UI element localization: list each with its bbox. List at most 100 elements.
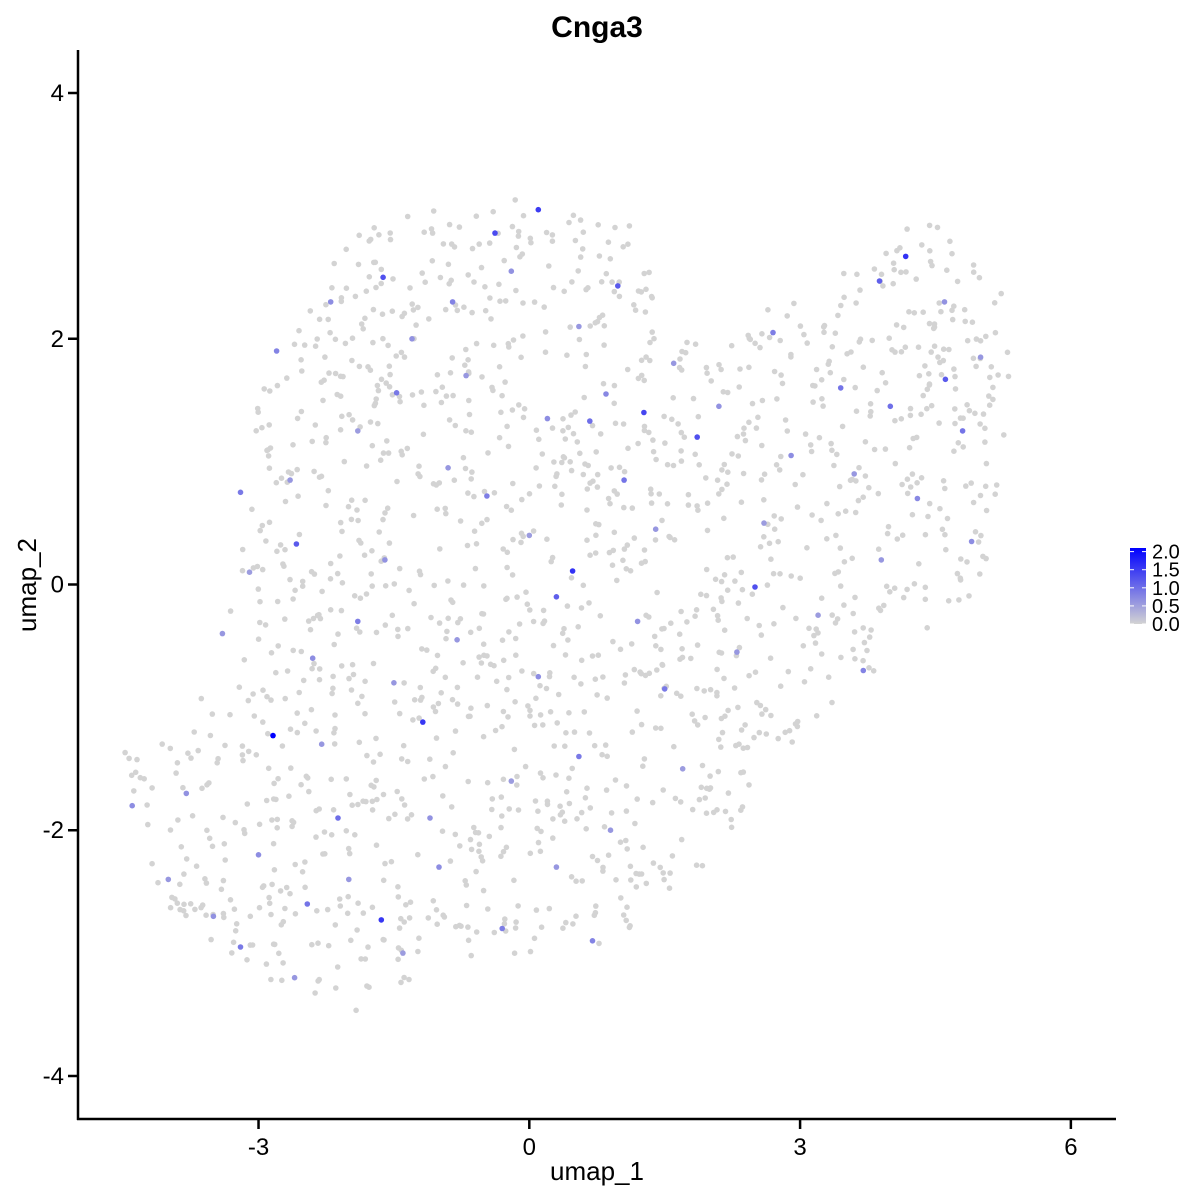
cell-point [724, 554, 731, 561]
cell-point [439, 384, 446, 391]
cell-point [478, 854, 485, 860]
cell-point [841, 294, 847, 301]
cell-point [764, 582, 771, 588]
expressing-cell-point [237, 489, 244, 496]
expressing-cell-point [335, 815, 341, 821]
cell-point [500, 776, 507, 783]
cell-point [548, 558, 554, 565]
cell-point [294, 710, 301, 716]
cell-point [976, 274, 983, 281]
cell-point [416, 715, 422, 721]
cell-point [128, 772, 135, 779]
cell-point [975, 539, 982, 545]
cell-point [581, 394, 587, 401]
cell-point [275, 775, 281, 782]
color-legend-ticks: 0.00.51.01.52.0 [1130, 542, 1180, 636]
cell-point [386, 540, 393, 546]
cell-point [566, 710, 572, 716]
expressing-cell-point [355, 618, 361, 625]
cell-point [460, 582, 467, 588]
cell-point [714, 477, 721, 484]
cell-point [390, 276, 396, 282]
cell-point [620, 244, 626, 250]
cell-point [338, 607, 345, 614]
cell-point [503, 503, 510, 510]
cell-point [401, 354, 408, 360]
cell-point [508, 507, 515, 513]
cell-point [587, 323, 593, 329]
cell-point [302, 884, 308, 891]
cell-point [266, 465, 273, 472]
cell-point [724, 389, 731, 396]
expressing-cell-point [902, 253, 909, 260]
cell-point [175, 817, 181, 823]
cell-point [654, 667, 660, 673]
cell-point [324, 906, 331, 913]
cell-point [343, 776, 350, 782]
cell-point [380, 877, 387, 884]
cell-point [730, 554, 736, 560]
cell-point [367, 419, 374, 425]
cell-point [489, 806, 495, 813]
cell-point [574, 816, 580, 822]
cell-point [399, 796, 405, 802]
cell-point [835, 569, 842, 575]
cell-point [499, 392, 505, 399]
cell-point [411, 697, 418, 703]
cell-point [327, 576, 334, 582]
cell-point [340, 373, 346, 380]
cell-point [282, 498, 289, 505]
cell-point [262, 622, 269, 628]
x-axis-ticks: -3 0 3 6 [248, 1119, 1078, 1161]
cell-point [900, 594, 907, 601]
cell-point [1005, 373, 1012, 380]
cell-point [465, 924, 471, 930]
cell-point [505, 714, 511, 720]
cell-point [857, 336, 864, 343]
cell-point [308, 706, 315, 713]
cell-point [678, 458, 685, 464]
cell-point [380, 335, 386, 342]
cell-point [505, 340, 512, 347]
cell-point [947, 238, 953, 245]
cell-point [313, 728, 319, 734]
cell-point [882, 380, 889, 386]
cell-point [354, 507, 360, 513]
cell-point [199, 785, 205, 792]
cell-point [337, 427, 344, 433]
cell-point [703, 475, 709, 481]
cell-point [463, 428, 469, 434]
cell-point [737, 366, 743, 372]
cell-point [646, 269, 652, 276]
cell-point [977, 571, 983, 577]
cell-point [533, 465, 539, 471]
cell-point [876, 605, 882, 611]
cell-point [533, 695, 539, 702]
cell-point [851, 629, 858, 635]
cell-point [916, 561, 922, 567]
cell-point [527, 607, 533, 613]
cell-point [174, 760, 181, 766]
cell-point [791, 300, 797, 307]
cell-point [732, 578, 738, 584]
cell-point [564, 352, 570, 359]
cell-point [442, 763, 449, 770]
cell-point [174, 900, 181, 906]
cell-point [792, 481, 798, 488]
cell-point [335, 631, 341, 637]
cell-point [577, 254, 584, 260]
cell-point [231, 906, 238, 912]
cell-point [547, 709, 554, 715]
cell-point [623, 783, 630, 789]
cell-point [445, 615, 452, 622]
cell-point [990, 396, 996, 403]
cell-point [567, 459, 573, 465]
cell-point [137, 774, 144, 781]
cell-point [502, 916, 508, 922]
cell-point [393, 353, 400, 359]
cell-point [357, 595, 364, 601]
cell-point [592, 909, 599, 916]
cell-point [949, 307, 955, 314]
expressing-cell-point [484, 493, 490, 499]
cell-point [800, 471, 806, 478]
